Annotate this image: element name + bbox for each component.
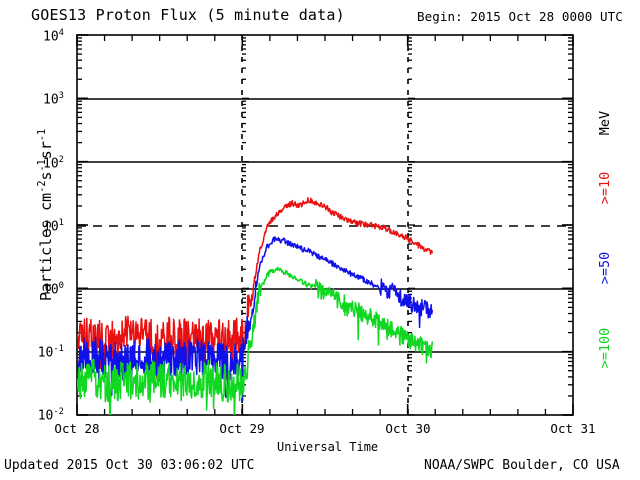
trace--10-mev [77, 197, 434, 384]
legend-entry-ge10: >=10 [597, 171, 613, 205]
y-tick-label-1e2: 102 [43, 155, 64, 172]
y-tick-label-1e4: 104 [43, 28, 64, 45]
begin-time-label: Begin: 2015 Oct 28 0000 UTC [417, 9, 623, 24]
y-tick-label-1e1: 101 [43, 218, 64, 235]
x-tick-label-oct31: Oct 31 [550, 421, 596, 436]
footer-updated-text: Updated 2015 Oct 30 03:06:02 UTC [4, 458, 255, 473]
y-tick-label-1e-1: 10-1 [37, 344, 64, 361]
x-tick-label-oct28: Oct 28 [54, 421, 100, 436]
legend-unit-mev: MeV [597, 110, 613, 136]
x-axis-title: Universal Time [277, 440, 379, 454]
y-tick-label-1e-2: 10-2 [37, 407, 64, 424]
plot-frame [76, 34, 574, 416]
x-tick-label-oct29: Oct 29 [219, 421, 265, 436]
data-traces [77, 197, 434, 415]
y-tick-label-1e3: 103 [43, 91, 64, 108]
page-title: GOES13 Proton Flux (5 minute data) [31, 6, 345, 24]
y-tick-label-1e0: 100 [43, 281, 64, 298]
footer-credit-text: NOAA/SWPC Boulder, CO USA [424, 458, 620, 473]
trace--50-mev [77, 236, 434, 403]
trace--100-mev [77, 266, 434, 415]
legend-entry-ge50: >=50 [597, 251, 613, 285]
x-tick-label-oct30: Oct 30 [385, 421, 431, 436]
legend-entry-ge100: >=100 [597, 327, 613, 369]
axis-tick-marks [76, 34, 574, 416]
